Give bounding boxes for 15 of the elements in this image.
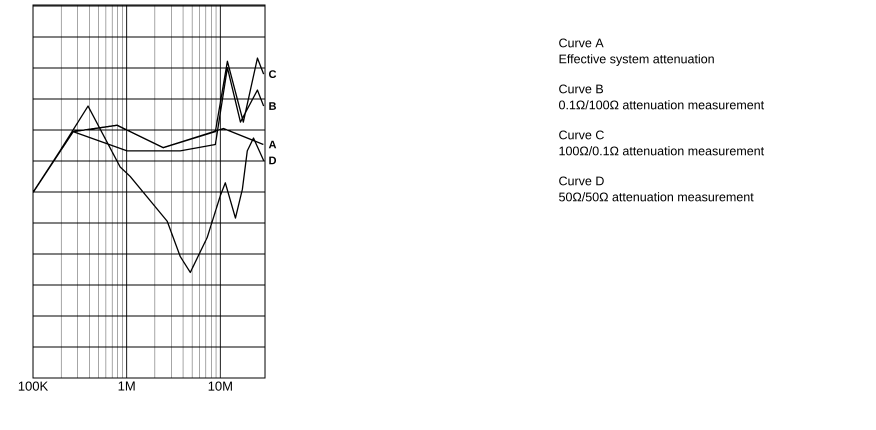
text: 0.1Ω/100Ω attenuation measurement bbox=[559, 100, 764, 110]
x-tick-label: 10M bbox=[208, 382, 232, 391]
series-label: A bbox=[268, 140, 276, 148]
text: Curve B bbox=[559, 84, 604, 94]
text: Curve A bbox=[559, 38, 604, 48]
text: Curve D bbox=[559, 176, 604, 186]
text: Curve C bbox=[559, 130, 604, 140]
x-tick-label: 100K bbox=[18, 382, 48, 391]
text: Effective system attenuation bbox=[560, 54, 714, 66]
x-tick-label: 1M bbox=[118, 382, 135, 390]
text: 100Ω/0.1Ω attenuation measurement bbox=[559, 146, 764, 156]
series-label: D bbox=[269, 156, 276, 164]
text: 50Ω/50Ω attenuation measurement bbox=[559, 192, 754, 202]
series-label: C bbox=[269, 70, 276, 78]
series-label: B bbox=[269, 102, 276, 110]
